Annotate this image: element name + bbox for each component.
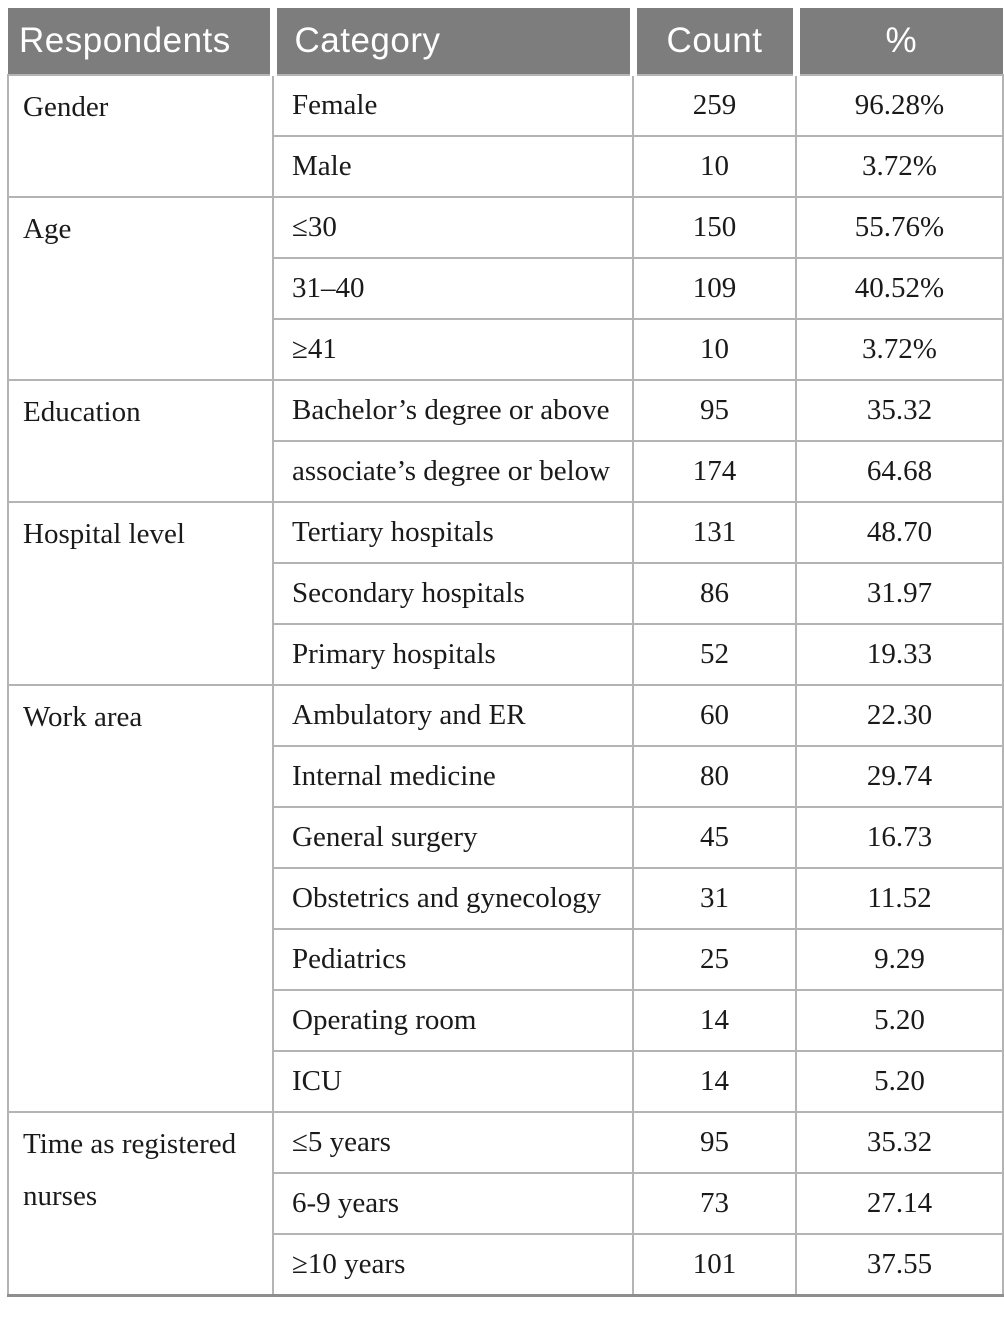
percent-cell: 5.20 — [795, 989, 1004, 1052]
percent-cell: 96.28% — [795, 74, 1004, 137]
count-cell: 14 — [632, 1050, 797, 1113]
header-row: Respondents Category Count % — [8, 8, 1003, 75]
count-cell: 52 — [632, 623, 797, 686]
table-row: 31–40 109 40.52% — [8, 257, 1004, 320]
table-row: Pediatrics 25 9.29 — [8, 928, 1004, 991]
respondent-group-cell: Education — [7, 379, 274, 503]
respondent-group-cell: Age — [7, 196, 274, 381]
percent-cell: 3.72% — [795, 318, 1004, 381]
count-cell: 14 — [632, 989, 797, 1052]
table-row: Operating room 14 5.20 — [8, 989, 1004, 1052]
table-row: Gender Female 259 96.28% — [7, 74, 1004, 198]
percent-cell: 40.52% — [795, 257, 1004, 320]
table-row: Time as registered nurses ≤5 years 95 35.32 — [7, 1111, 1004, 1297]
category-cell: Ambulatory and ER — [272, 684, 634, 747]
table-row: Male 10 3.72% — [8, 135, 1004, 198]
table-row: Internal medicine 80 29.74 — [8, 745, 1004, 808]
count-cell: 80 — [632, 745, 797, 808]
table-row: ≥10 years 101 37.55 — [8, 1233, 1004, 1297]
category-cell: Primary hospitals — [272, 623, 634, 686]
col-header-percent: % — [796, 8, 1003, 75]
count-cell: 25 — [632, 928, 797, 991]
table-row: Obstetrics and gynecology 31 11.52 — [8, 867, 1004, 930]
count-cell: 60 — [632, 684, 797, 747]
count-cell: 10 — [632, 135, 797, 198]
category-cell: ≥41 — [272, 318, 634, 381]
percent-cell: 22.30 — [795, 684, 1004, 747]
table-row: ≥41 10 3.72% — [8, 318, 1004, 381]
category-cell: Tertiary hospitals — [272, 501, 634, 564]
category-cell: ≤5 years — [272, 1111, 634, 1174]
col-header-respondents: Respondents — [8, 8, 277, 75]
respondent-group-cell: Time as registered nurses — [7, 1111, 274, 1297]
category-cell: associate’s degree or below — [272, 440, 634, 503]
percent-cell: 19.33 — [795, 623, 1004, 686]
respondent-group-cell: Work area — [7, 684, 274, 1113]
table-row: ICU 14 5.20 — [8, 1050, 1004, 1113]
count-cell: 174 — [632, 440, 797, 503]
category-cell: General surgery — [272, 806, 634, 869]
category-cell: 31–40 — [272, 257, 634, 320]
percent-cell: 29.74 — [795, 745, 1004, 808]
category-cell: Secondary hospitals — [272, 562, 634, 625]
percent-cell: 35.32 — [795, 379, 1004, 442]
table-row: Age ≤30 150 55.76% — [7, 196, 1004, 381]
percent-cell: 31.97 — [795, 562, 1004, 625]
category-cell: Bachelor’s degree or above — [272, 379, 634, 442]
percent-cell: 16.73 — [795, 806, 1004, 869]
col-header-count: Count — [633, 8, 800, 75]
count-cell: 45 — [632, 806, 797, 869]
table-row: Primary hospitals 52 19.33 — [8, 623, 1004, 686]
count-cell: 150 — [632, 196, 797, 259]
category-cell: 6-9 years — [272, 1172, 634, 1235]
table-body: Gender Female 259 96.28% Male 10 3.72% Age ≤30 15… — [7, 74, 1004, 1297]
percent-cell: 37.55 — [795, 1233, 1004, 1297]
category-cell: Internal medicine — [272, 745, 634, 808]
category-cell: Male — [272, 135, 634, 198]
category-cell: Obstetrics and gynecology — [272, 867, 634, 930]
percent-cell: 11.52 — [795, 867, 1004, 930]
category-cell: ≥10 years — [272, 1233, 634, 1297]
count-cell: 95 — [632, 379, 797, 442]
table-row: associate’s degree or below 174 64.68 — [8, 440, 1004, 503]
percent-cell: 55.76% — [795, 196, 1004, 259]
category-cell: ICU — [272, 1050, 634, 1113]
table-row: Work area Ambulatory and ER 60 22.30 — [7, 684, 1004, 1113]
count-cell: 109 — [632, 257, 797, 320]
count-cell: 10 — [632, 318, 797, 381]
count-cell: 73 — [632, 1172, 797, 1235]
percent-cell: 64.68 — [795, 440, 1004, 503]
respondent-group-cell: Hospital level — [7, 501, 274, 686]
count-cell: 31 — [632, 867, 797, 930]
count-cell: 95 — [632, 1111, 797, 1174]
category-cell: Operating room — [272, 989, 634, 1052]
percent-cell: 48.70 — [795, 501, 1004, 564]
table-row: Secondary hospitals 86 31.97 — [8, 562, 1004, 625]
category-cell: Female — [272, 74, 634, 137]
percent-cell: 27.14 — [795, 1172, 1004, 1235]
count-cell: 131 — [632, 501, 797, 564]
table-row: General surgery 45 16.73 — [8, 806, 1004, 869]
percent-cell: 5.20 — [795, 1050, 1004, 1113]
table-row: Education Bachelor’s degree or above 95 35.… — [7, 379, 1004, 503]
category-cell: Pediatrics — [272, 928, 634, 991]
count-cell: 259 — [632, 74, 797, 137]
count-cell: 101 — [632, 1233, 797, 1297]
table-row: 6-9 years 73 27.14 — [8, 1172, 1004, 1235]
percent-cell: 35.32 — [795, 1111, 1004, 1174]
percent-cell: 3.72% — [795, 135, 1004, 198]
table-header: Respondents Category Count % — [8, 8, 1003, 75]
demographics-table: Respondents Category Count % Gender Femal… — [7, 8, 1004, 1297]
category-cell: ≤30 — [272, 196, 634, 259]
respondent-group-cell: Gender — [7, 74, 274, 198]
col-header-category: Category — [273, 8, 637, 75]
count-cell: 86 — [632, 562, 797, 625]
table-row: Hospital level Tertiary hospitals 131 48.70 — [7, 501, 1004, 686]
percent-cell: 9.29 — [795, 928, 1004, 991]
